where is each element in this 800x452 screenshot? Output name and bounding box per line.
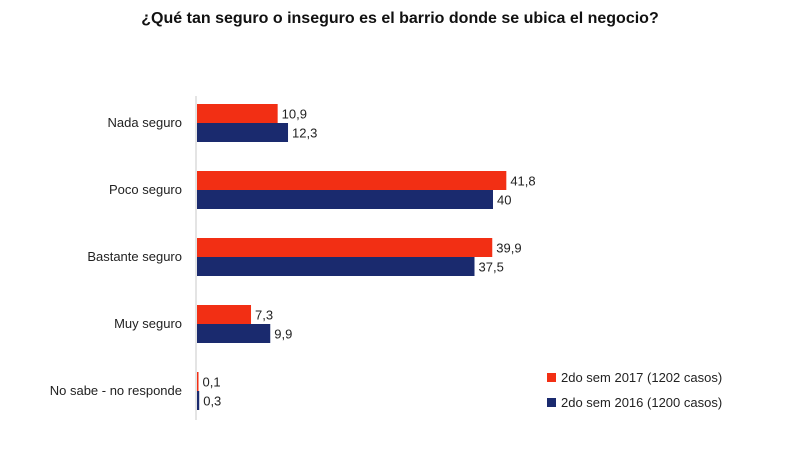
bar xyxy=(197,238,493,257)
bar xyxy=(197,171,507,190)
bar xyxy=(197,104,278,123)
data-label: 39,9 xyxy=(496,241,521,256)
data-label: 40 xyxy=(497,193,511,208)
legend-swatch xyxy=(547,373,556,382)
legend-swatch xyxy=(547,398,556,407)
data-label: 0,3 xyxy=(203,394,221,409)
category-label: No sabe - no responde xyxy=(50,383,182,398)
category-label: Bastante seguro xyxy=(87,249,182,264)
data-label: 0,1 xyxy=(203,375,221,390)
data-label: 37,5 xyxy=(479,260,504,275)
category-label: Nada seguro xyxy=(108,115,182,130)
bar xyxy=(197,190,493,209)
category-label: Muy seguro xyxy=(114,316,182,331)
data-label: 7,3 xyxy=(255,308,273,323)
data-label: 9,9 xyxy=(274,327,292,342)
data-label: 10,9 xyxy=(282,107,307,122)
bar xyxy=(197,257,475,276)
bar xyxy=(197,391,200,410)
data-label: 41,8 xyxy=(510,174,535,189)
category-label: Poco seguro xyxy=(109,182,182,197)
data-label: 12,3 xyxy=(292,126,317,141)
bar xyxy=(197,123,289,142)
chart-title: ¿Qué tan seguro o inseguro es el barrio … xyxy=(141,10,659,27)
legend-label: 2do sem 2017 (1202 casos) xyxy=(561,370,722,385)
bar xyxy=(197,324,271,343)
bar xyxy=(197,372,199,391)
bar xyxy=(197,305,252,324)
legend-label: 2do sem 2016 (1200 casos) xyxy=(561,395,722,410)
